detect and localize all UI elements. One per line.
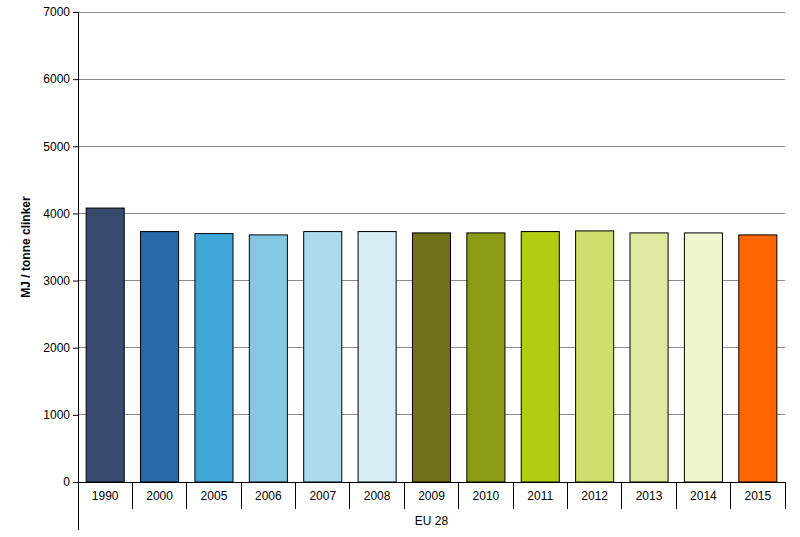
x-tick: 2006 [255,489,282,503]
x-tick-label: 2014 [690,489,717,503]
y-tick-label: 3000 [43,274,70,288]
separator [404,482,405,509]
x-axis-line [79,482,786,483]
x-tick-label: 2008 [364,489,391,503]
y-tick: 6000 [43,72,78,86]
bar [195,234,233,482]
y-axis-line [73,13,79,483]
x-tick: 2015 [744,489,771,503]
separator [241,482,242,509]
bars [86,208,777,482]
x-tick: 2012 [581,489,608,503]
separator [730,482,731,509]
x-tick-label: 2015 [744,489,771,503]
y-tick-mark [73,281,78,282]
y-tick-label: 6000 [43,72,70,86]
separator [132,482,133,509]
y-tick-mark [73,482,78,483]
y-axis-title: MJ / tonne clinker [19,196,33,298]
y-tick-label: 4000 [43,207,70,221]
x-tick-label: 2005 [201,489,228,503]
bar [249,235,287,482]
y-tick-label: 7000 [43,5,70,19]
x-tick-label: 2000 [146,489,173,503]
separator [186,482,187,509]
x-axis-title: EU 28 [415,514,449,528]
x-tick: 2005 [201,489,228,503]
x-tick: 2010 [473,489,500,503]
separator [676,482,677,509]
bar [358,232,396,482]
grid-line [78,12,785,13]
y-tick: 4000 [43,207,78,221]
y-tick: 2000 [43,341,78,355]
bar [630,233,668,482]
x-tick: 1990 [92,489,119,503]
x-tick-label: 2010 [473,489,500,503]
bar [304,232,342,482]
x-tick-label: 2007 [309,489,336,503]
bar [576,231,614,482]
grid-line [78,146,785,147]
x-tick-label: 2006 [255,489,282,503]
bar [141,232,179,482]
x-axis: 1990 2000 2005 2006 2007 2008 2009 2010 2011 2012… [79,483,786,503]
y-tick: 3000 [43,274,78,288]
grid-line [78,213,785,214]
y-axis: 0 1000 2000 3000 4000 5000 6000 7000 [43,5,78,489]
y-tick: 1000 [43,408,78,422]
x-tick: 2014 [690,489,717,503]
x-tick-label: 2012 [581,489,608,503]
bar [521,232,559,482]
separator [567,482,568,509]
x-tick: 2000 [146,489,173,503]
bar [684,233,722,482]
y-tick-mark [73,146,78,147]
bar [86,208,124,482]
separator [295,482,296,509]
grid-line [78,79,785,80]
x-tick-label: 2009 [418,489,445,503]
y-tick: 5000 [43,140,78,154]
x-tick-label: 2013 [636,489,663,503]
x-tick: 2011 [527,489,553,503]
y-tick-label: 1000 [43,408,70,422]
separator [785,482,786,509]
separator [513,482,514,509]
x-tick: 2007 [309,489,336,503]
y-tick-label: 2000 [43,341,70,355]
y-tick-label: 0 [63,475,70,489]
y-tick-mark [73,348,78,349]
y-tick-mark [73,12,78,13]
y-tick-label: 5000 [43,140,70,154]
y-tick: 7000 [43,5,78,19]
chart: 0 1000 2000 3000 4000 5000 6000 7000 1990 2000 200… [0,0,800,537]
x-tick: 2008 [364,489,391,503]
bar [739,235,777,482]
y-tick-mark [73,79,78,80]
separator [78,482,79,530]
separator [458,482,459,509]
plot: 0 1000 2000 3000 4000 5000 6000 7000 1990 2000 200… [43,5,785,530]
x-tick: 2013 [636,489,663,503]
bar [467,233,505,482]
bar [412,233,450,482]
x-tick-label: 2011 [527,489,553,503]
x-tick-label: 1990 [92,489,119,503]
y-tick-mark [73,213,78,214]
separator [349,482,350,509]
x-tick: 2009 [418,489,445,503]
category-separators [78,482,785,530]
separator [621,482,622,509]
grid [78,12,785,482]
y-tick: 0 [63,475,78,489]
y-tick-mark [73,415,78,416]
